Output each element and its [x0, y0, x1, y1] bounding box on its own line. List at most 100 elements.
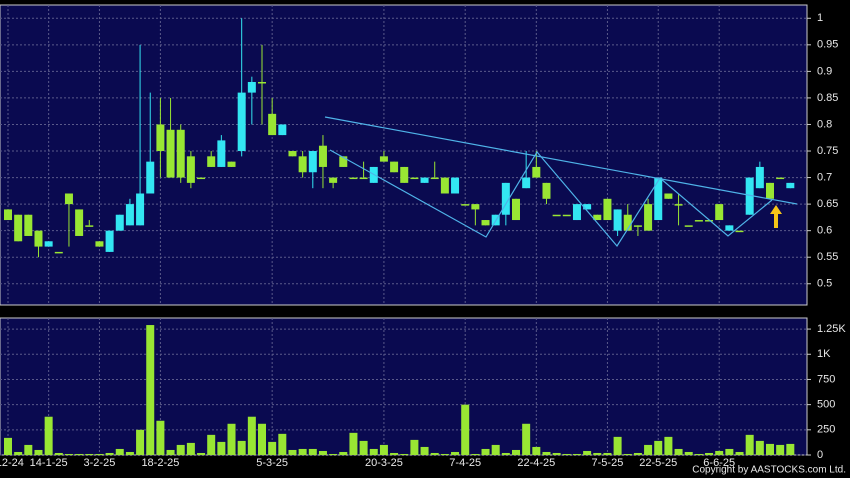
candle-body: [501, 182, 510, 215]
candle-body: [64, 193, 73, 205]
candle-body: [776, 177, 785, 180]
candle-body: [359, 177, 368, 180]
candle-body: [420, 177, 429, 183]
candle-body: [715, 204, 724, 221]
volume-bar: [745, 434, 754, 455]
volume-bar: [95, 453, 104, 455]
candle-body: [237, 92, 246, 152]
candle-body: [115, 214, 124, 231]
candle-body: [34, 230, 43, 247]
x-tick-label: 14-1-25: [30, 457, 68, 469]
y-tick-label: 0.7: [817, 171, 832, 183]
y-tick-label: 0.95: [817, 39, 838, 51]
volume-bar: [481, 448, 490, 455]
candle-body: [440, 177, 449, 194]
candle-body: [390, 161, 399, 173]
candle-body: [572, 204, 581, 221]
volume-bar: [613, 436, 622, 455]
candle-body: [725, 225, 734, 231]
candle-body: [217, 140, 226, 167]
candle-body: [705, 220, 714, 222]
candle-body: [786, 182, 795, 189]
volume-bar: [491, 444, 500, 455]
candle-body: [633, 225, 642, 227]
volume-bar: [237, 440, 246, 455]
candle-body: [481, 220, 490, 226]
volume-bar: [735, 451, 744, 455]
y-tick-label: 0: [817, 449, 823, 461]
candle-body: [542, 182, 551, 199]
volume-bar: [247, 416, 256, 455]
volume-bar: [278, 433, 287, 455]
copyright: Copyright by AASTOCKS.com Ltd.: [692, 465, 846, 476]
volume-bar: [115, 448, 124, 455]
candle-body: [471, 204, 480, 210]
x-tick-label: 7-4-25: [449, 457, 481, 469]
volume-bar: [776, 444, 785, 455]
x-tick-label: 18-2-25: [141, 457, 179, 469]
y-tick-label: 500: [817, 399, 835, 411]
y-tick-label: 0.9: [817, 65, 832, 77]
volume-bar: [146, 325, 155, 455]
candle-body: [735, 230, 744, 233]
volume-bar: [766, 443, 774, 455]
candle-body: [430, 177, 439, 180]
candle-body: [288, 151, 297, 157]
candle-body: [24, 214, 33, 236]
candle-body: [75, 209, 84, 236]
candle-body: [664, 193, 673, 199]
volume-panel: [0, 317, 808, 456]
volume-bar: [451, 451, 460, 455]
volume-bar: [34, 449, 43, 455]
y-tick-label: 1K: [817, 348, 831, 360]
volume-bar: [633, 452, 642, 455]
x-tick-label: 6-6-25: [703, 457, 735, 469]
volume-bar: [176, 444, 185, 455]
candle-body: [654, 177, 663, 221]
y-tick-label: 0.65: [817, 198, 838, 210]
volume-bar: [755, 440, 764, 455]
candle-body: [379, 156, 388, 162]
volume-bar: [207, 434, 216, 455]
candle-body: [613, 209, 622, 231]
y-tick-label: 0.8: [817, 118, 832, 130]
candle-body: [410, 177, 419, 180]
volume-bar: [125, 451, 134, 455]
candle-body: [186, 156, 195, 183]
volume-bar: [705, 452, 714, 455]
candle-body: [674, 204, 683, 206]
volume-bar: [339, 451, 348, 455]
volume-bar: [369, 448, 378, 455]
volume-bar: [694, 453, 703, 455]
candle-body: [278, 124, 287, 136]
volume-bar: [4, 437, 12, 455]
candle-body: [166, 129, 175, 178]
candle-body: [318, 145, 327, 167]
candle-body: [339, 156, 348, 167]
volume-bar: [390, 452, 399, 455]
volume-bar: [532, 446, 541, 455]
candle-body: [400, 166, 409, 183]
volume-bar: [471, 453, 480, 455]
volume-bar: [654, 440, 663, 455]
volume-bar: [603, 452, 612, 455]
candle-body: [755, 166, 764, 189]
plot-layer: 0.5 0.55 0.6 0.65 0.7 0.75 0.8 0.85 0.9 0.95 1 -12-…: [0, 5, 846, 469]
volume-bar: [440, 453, 449, 455]
x-tick-label: 22-5-25: [639, 457, 677, 469]
volume-bar: [105, 452, 114, 455]
volume-bar: [85, 453, 94, 455]
candle-body: [4, 209, 12, 221]
candle-body: [105, 230, 114, 252]
candle-body: [583, 204, 592, 210]
volume-bar: [623, 453, 632, 455]
volume-bar: [684, 451, 693, 455]
candle-body: [766, 182, 774, 199]
volume-bar: [44, 416, 53, 455]
volume-bar: [644, 444, 653, 455]
candle-body: [14, 214, 23, 242]
y-tick-label: 750: [817, 373, 835, 385]
x-tick-label: 3-2-25: [84, 457, 116, 469]
